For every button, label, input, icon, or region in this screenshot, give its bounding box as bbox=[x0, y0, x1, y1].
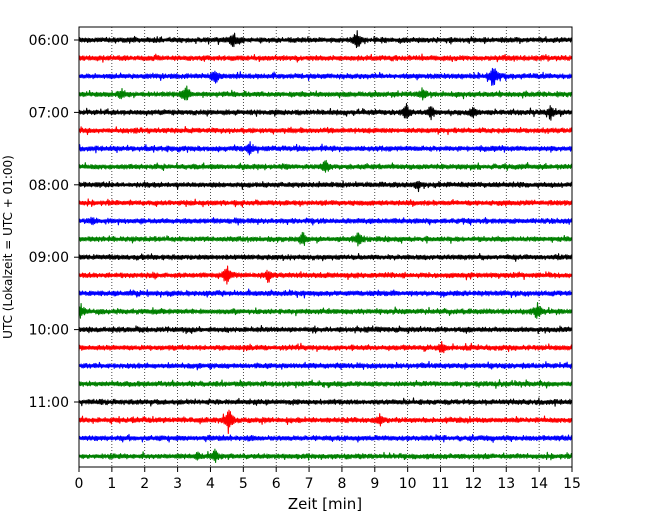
x-tick-label: 9 bbox=[370, 476, 379, 492]
y-tick-label: 09:00 bbox=[29, 250, 69, 266]
x-tick-label: 7 bbox=[305, 476, 314, 492]
y-axis-label: UTC (Lokalzeit = UTC + 01:00) bbox=[1, 155, 15, 339]
trace-layer bbox=[78, 30, 573, 464]
x-tick-label: 2 bbox=[140, 476, 149, 492]
x-tick-label: 0 bbox=[75, 476, 84, 492]
x-tick-label: 14 bbox=[530, 476, 548, 492]
x-tick-label: 6 bbox=[272, 476, 281, 492]
x-tick-label: 10 bbox=[399, 476, 417, 492]
x-tick-label: 1 bbox=[107, 476, 116, 492]
grid-layer bbox=[111, 27, 540, 467]
y-tick-label: 10:00 bbox=[29, 323, 69, 339]
tick-layer: 0 1 2 3 4 5 6 7 8 9 10 11 12 13 14 1506:0007:0008:0009:… bbox=[29, 33, 581, 492]
x-axis-label: Zeit [min] bbox=[288, 495, 362, 513]
x-tick-label: 4 bbox=[206, 476, 215, 492]
y-tick-label: 06:00 bbox=[29, 33, 69, 49]
x-tick-label: 5 bbox=[239, 476, 248, 492]
x-tick-label: 13 bbox=[497, 476, 515, 492]
y-tick-label: 08:00 bbox=[29, 178, 69, 194]
plot-frame bbox=[78, 26, 573, 468]
x-tick-label: 8 bbox=[337, 476, 346, 492]
x-tick-label: 3 bbox=[173, 476, 182, 492]
x-tick-label: 12 bbox=[464, 476, 482, 492]
x-tick-label: 15 bbox=[563, 476, 581, 492]
seismic-trace bbox=[78, 302, 573, 319]
y-tick-label: 11:00 bbox=[29, 395, 69, 411]
x-tick-label: 11 bbox=[432, 476, 450, 492]
y-tick-label: 07:00 bbox=[29, 105, 69, 121]
